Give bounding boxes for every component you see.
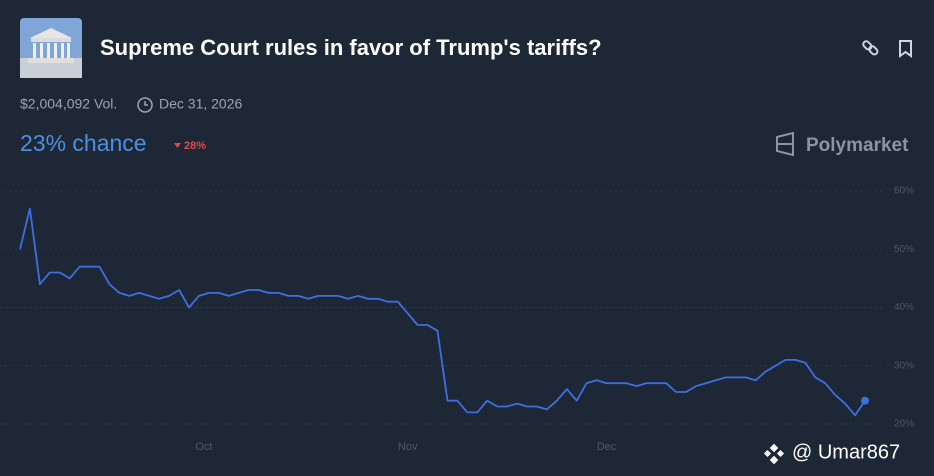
price-line: [19, 207, 866, 417]
plot: 20% 30% 40% 50% 60% Oct Nov Dec: [0, 186, 914, 453]
y-tick-label: 50%: [894, 244, 914, 255]
x-tick-label: Dec: [597, 441, 617, 453]
watermark-logo: [763, 443, 785, 465]
y-tick-label: 30%: [894, 360, 914, 371]
chance: 23% chance: [20, 130, 147, 156]
x-tick-label: Nov: [398, 441, 418, 453]
volume: $2,004,092 Vol.: [20, 96, 117, 112]
clock-icon: [137, 97, 153, 113]
down-arrow: [174, 143, 181, 148]
title: Supreme Court rules in favor of Trump's …: [100, 35, 602, 60]
link-icon[interactable]: [862, 40, 879, 56]
brand: Polymarket: [806, 135, 909, 156]
watermark: @ Umar867: [792, 441, 900, 463]
y-tick-label: 40%: [894, 302, 914, 313]
last-point: [861, 396, 869, 405]
market-icon: [20, 18, 82, 78]
brand-logo: [776, 131, 794, 157]
end-date: Dec 31, 2026: [159, 96, 242, 112]
y-tick-label: 60%: [894, 186, 914, 197]
x-tick-label: Oct: [195, 441, 212, 453]
change: 28%: [184, 140, 206, 152]
bookmark-icon[interactable]: [899, 40, 912, 58]
y-tick-label: 20%: [894, 419, 914, 430]
